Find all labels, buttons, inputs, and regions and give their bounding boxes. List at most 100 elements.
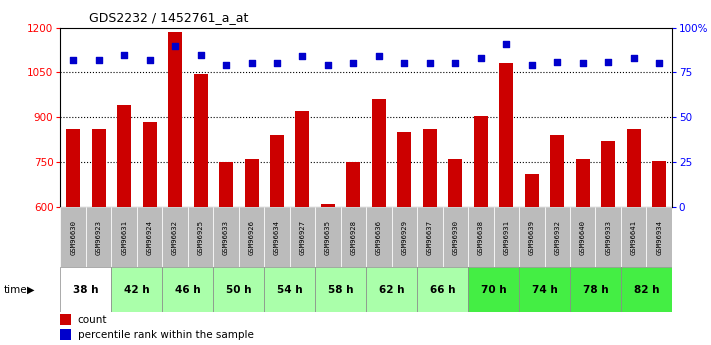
Bar	[525, 174, 539, 207]
Bar	[652, 161, 666, 207]
Point	[169, 43, 181, 48]
Text: 50 h: 50 h	[226, 285, 252, 295]
Bar	[626, 129, 641, 207]
Bar	[193, 74, 208, 207]
Point	[424, 61, 436, 66]
Bar	[392, 207, 417, 267]
Text: 66 h: 66 h	[430, 285, 455, 295]
Bar	[646, 207, 672, 267]
Bar	[315, 207, 341, 267]
Bar	[66, 129, 80, 207]
Bar	[545, 207, 570, 267]
Text: GSM96630: GSM96630	[70, 220, 76, 255]
Text: 54 h: 54 h	[277, 285, 303, 295]
Bar	[213, 267, 264, 312]
Bar	[346, 162, 360, 207]
Text: GSM96927: GSM96927	[299, 220, 306, 255]
Text: 82 h: 82 h	[634, 285, 659, 295]
Point	[195, 52, 206, 57]
Text: 38 h: 38 h	[73, 285, 99, 295]
Bar	[519, 207, 545, 267]
Text: GSM96634: GSM96634	[274, 220, 280, 255]
Bar	[168, 32, 182, 207]
Text: 42 h: 42 h	[124, 285, 150, 295]
Point	[602, 59, 614, 65]
Text: GSM96929: GSM96929	[402, 220, 407, 255]
Text: 78 h: 78 h	[582, 285, 609, 295]
Bar	[449, 159, 462, 207]
Bar	[366, 207, 392, 267]
Bar	[264, 267, 315, 312]
Bar	[60, 207, 86, 267]
Text: ▶: ▶	[27, 285, 35, 295]
Bar	[112, 267, 162, 312]
Point	[144, 57, 155, 63]
Bar	[570, 267, 621, 312]
Text: GSM96633: GSM96633	[223, 220, 229, 255]
Point	[373, 53, 385, 59]
Bar	[423, 129, 437, 207]
Bar	[602, 141, 615, 207]
Text: 70 h: 70 h	[481, 285, 506, 295]
Bar	[296, 111, 309, 207]
Text: GSM96639: GSM96639	[529, 220, 535, 255]
Text: time: time	[4, 285, 27, 295]
Bar	[290, 207, 315, 267]
Bar	[417, 267, 468, 312]
Bar	[264, 207, 290, 267]
Bar	[239, 207, 264, 267]
Text: GSM96924: GSM96924	[146, 220, 153, 255]
Bar	[474, 116, 488, 207]
Text: GSM96635: GSM96635	[325, 220, 331, 255]
Bar	[188, 207, 213, 267]
Bar	[366, 267, 417, 312]
Bar	[519, 267, 570, 312]
Bar	[576, 159, 589, 207]
Bar	[468, 207, 493, 267]
Text: GSM96923: GSM96923	[96, 220, 102, 255]
Point	[246, 61, 257, 66]
Text: GSM96931: GSM96931	[503, 220, 509, 255]
Point	[322, 62, 333, 68]
Bar	[321, 204, 335, 207]
Text: 46 h: 46 h	[175, 285, 201, 295]
Point	[399, 61, 410, 66]
Point	[501, 41, 512, 47]
Point	[653, 61, 665, 66]
Text: GSM96641: GSM96641	[631, 220, 636, 255]
Point	[220, 62, 232, 68]
Bar	[92, 129, 106, 207]
Bar	[442, 207, 468, 267]
Text: 74 h: 74 h	[532, 285, 557, 295]
Text: 62 h: 62 h	[379, 285, 405, 295]
Point	[296, 53, 308, 59]
Text: GDS2232 / 1452761_a_at: GDS2232 / 1452761_a_at	[89, 11, 248, 24]
Point	[93, 57, 105, 63]
Bar	[60, 314, 71, 325]
Text: GSM96930: GSM96930	[452, 220, 459, 255]
Bar	[493, 207, 519, 267]
Bar	[397, 132, 412, 207]
Bar	[499, 63, 513, 207]
Point	[119, 52, 130, 57]
Bar	[621, 207, 646, 267]
Bar	[372, 99, 386, 207]
Text: GSM96637: GSM96637	[427, 220, 433, 255]
Bar	[417, 207, 442, 267]
Bar	[112, 207, 137, 267]
Bar	[570, 207, 596, 267]
Point	[552, 59, 563, 65]
Bar	[213, 207, 239, 267]
Text: GSM96640: GSM96640	[579, 220, 586, 255]
Point	[348, 61, 359, 66]
Bar	[219, 162, 233, 207]
Text: GSM96933: GSM96933	[605, 220, 611, 255]
Bar	[468, 267, 519, 312]
Text: GSM96926: GSM96926	[249, 220, 255, 255]
Bar	[245, 159, 259, 207]
Point	[449, 61, 461, 66]
Bar	[60, 329, 71, 340]
Bar	[162, 207, 188, 267]
Point	[628, 55, 639, 61]
Bar	[621, 267, 672, 312]
